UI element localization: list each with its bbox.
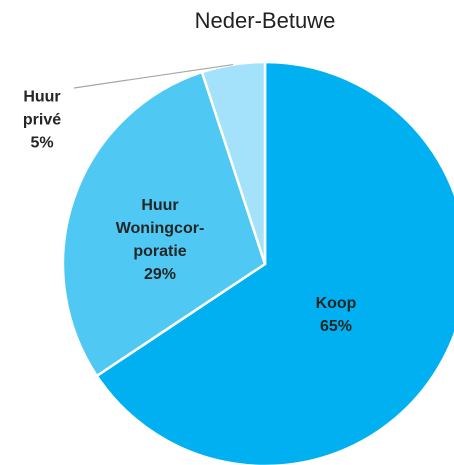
- value-label: 65%: [319, 318, 353, 335]
- value-label: 29%: [143, 266, 177, 283]
- slice-label: Huur Woningcor­poratie 29%: [95, 194, 225, 286]
- pie-slice: [95, 60, 454, 465]
- leader-line: [73, 63, 234, 89]
- chart-title: Neder-Betuwe: [194, 8, 336, 33]
- slice-label: Huur privé 5%: [12, 86, 72, 155]
- value-label: 5%: [30, 134, 54, 152]
- category-label: Huur privé: [22, 88, 62, 129]
- category-label: Huur Woningcor­poratie: [115, 197, 205, 260]
- slice-label: Koop 65%: [296, 292, 376, 338]
- category-label: Koop: [315, 295, 357, 312]
- pie-slice: [61, 70, 267, 378]
